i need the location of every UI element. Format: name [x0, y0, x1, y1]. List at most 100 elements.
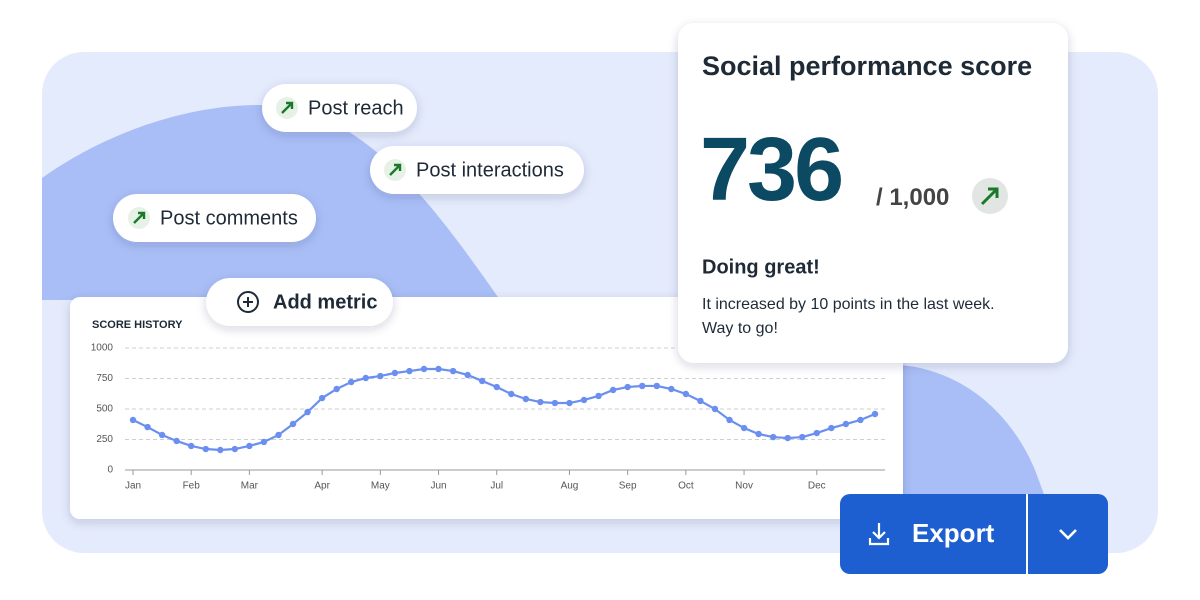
- button-bg: [840, 494, 1108, 574]
- metric-label: Post interactions: [416, 159, 564, 181]
- score-point: [275, 431, 282, 439]
- score-point: [508, 390, 515, 398]
- score-point: [391, 369, 399, 377]
- add-metric-button[interactable]: Add metric: [206, 278, 393, 326]
- score-point: [406, 367, 413, 375]
- metric-label: Post comments: [160, 207, 298, 229]
- trend-icon: [133, 211, 146, 224]
- score-point: [726, 416, 733, 424]
- x-tick-label: Jul: [490, 481, 503, 492]
- add-metric-label: Add metric: [273, 291, 377, 313]
- metric-pill[interactable]: Post reach: [262, 84, 417, 132]
- trend-icon: [389, 163, 402, 176]
- x-tick-label: May: [371, 481, 390, 492]
- score-point: [318, 394, 326, 402]
- export-label: Export: [912, 518, 995, 548]
- export-dropdown[interactable]: [1028, 494, 1108, 574]
- download-icon: [868, 523, 890, 546]
- score-point: [173, 437, 180, 445]
- score-point: [580, 396, 588, 404]
- score-point: [566, 399, 573, 407]
- trend-icon: [980, 187, 999, 206]
- score-point: [537, 398, 544, 406]
- plus-icon: [237, 291, 259, 313]
- score-point: [740, 424, 748, 432]
- score-point: [813, 429, 821, 437]
- pill-bg: [206, 278, 393, 326]
- message-line: It increased by 10 points in the last we…: [702, 296, 995, 313]
- x-tick-label: Apr: [314, 481, 330, 492]
- score-point: [551, 399, 559, 407]
- x-tick-label: Dec: [808, 481, 826, 492]
- x-tick-label: Jan: [125, 481, 141, 492]
- score-point: [362, 374, 369, 382]
- dropdown-area: [1028, 494, 1108, 574]
- score-point: [217, 446, 224, 454]
- chevron-icon: [1059, 529, 1077, 540]
- score-point: [609, 386, 617, 394]
- score-point: [333, 385, 340, 393]
- score-point: [871, 410, 879, 418]
- y-tick-label: 0: [107, 465, 113, 476]
- metric-pill[interactable]: Post comments: [113, 194, 316, 242]
- score-point: [682, 390, 690, 398]
- score-point: [420, 365, 428, 373]
- pill-bg: [262, 84, 417, 132]
- metric-pill[interactable]: Post interactions: [370, 146, 584, 194]
- y-tick-label: 1000: [91, 343, 114, 354]
- score-point: [304, 408, 311, 416]
- x-tick-label: Oct: [678, 481, 694, 492]
- y-tick-label: 750: [96, 373, 113, 384]
- score-point: [464, 371, 471, 379]
- score-point: [653, 382, 660, 390]
- score-line: [132, 367, 876, 452]
- metric-label: Post reach: [308, 97, 404, 119]
- score-point: [769, 433, 777, 441]
- chart-title: SCORE HISTORY: [92, 319, 183, 331]
- message-line: Way to go!: [702, 320, 778, 337]
- y-tick-label: 500: [96, 404, 113, 415]
- score-point: [478, 377, 486, 385]
- score-point: [624, 383, 631, 391]
- y-tick-label: 250: [96, 434, 113, 445]
- x-tick-label: Nov: [735, 481, 753, 492]
- x-tick-label: Feb: [183, 481, 201, 492]
- x-tick-label: Jun: [430, 481, 446, 492]
- trend-icon: [281, 101, 294, 114]
- score-card-title: Social performance score: [702, 51, 1032, 81]
- score-point: [711, 405, 719, 413]
- x-tick-label: Aug: [561, 481, 579, 492]
- score-point: [202, 445, 209, 453]
- x-tick-label: Mar: [241, 481, 259, 492]
- score-point: [348, 378, 355, 386]
- score-point: [493, 383, 500, 391]
- score-point: [129, 416, 137, 424]
- score: 736: [700, 120, 841, 220]
- pill-bg: [113, 194, 316, 242]
- score-point: [187, 442, 195, 450]
- score-point: [449, 367, 457, 375]
- status: Doing great!: [702, 256, 820, 278]
- score-point: [799, 433, 806, 441]
- score-point: [435, 365, 442, 373]
- plus-icon: [243, 297, 253, 307]
- score-point: [639, 382, 646, 390]
- score-point: [289, 420, 297, 428]
- score-point: [784, 434, 791, 442]
- score-point: [842, 420, 850, 428]
- chart: 0 250 500 750 1000 Jan Feb Mar Apr May Jun Jul Aug Se…: [91, 343, 885, 492]
- score-point: [246, 442, 253, 450]
- score-point: [755, 430, 762, 438]
- score-max: / 1,000: [876, 184, 949, 211]
- pill-bg: [370, 146, 584, 194]
- score-point: [377, 372, 384, 380]
- export-button[interactable]: Export: [840, 494, 1108, 574]
- score-point: [857, 416, 864, 424]
- score-point: [260, 438, 268, 446]
- score-point: [231, 445, 239, 453]
- x-tick-label: Sep: [619, 481, 637, 492]
- score-point: [828, 424, 835, 432]
- score-point: [668, 385, 675, 393]
- score-point: [595, 392, 602, 400]
